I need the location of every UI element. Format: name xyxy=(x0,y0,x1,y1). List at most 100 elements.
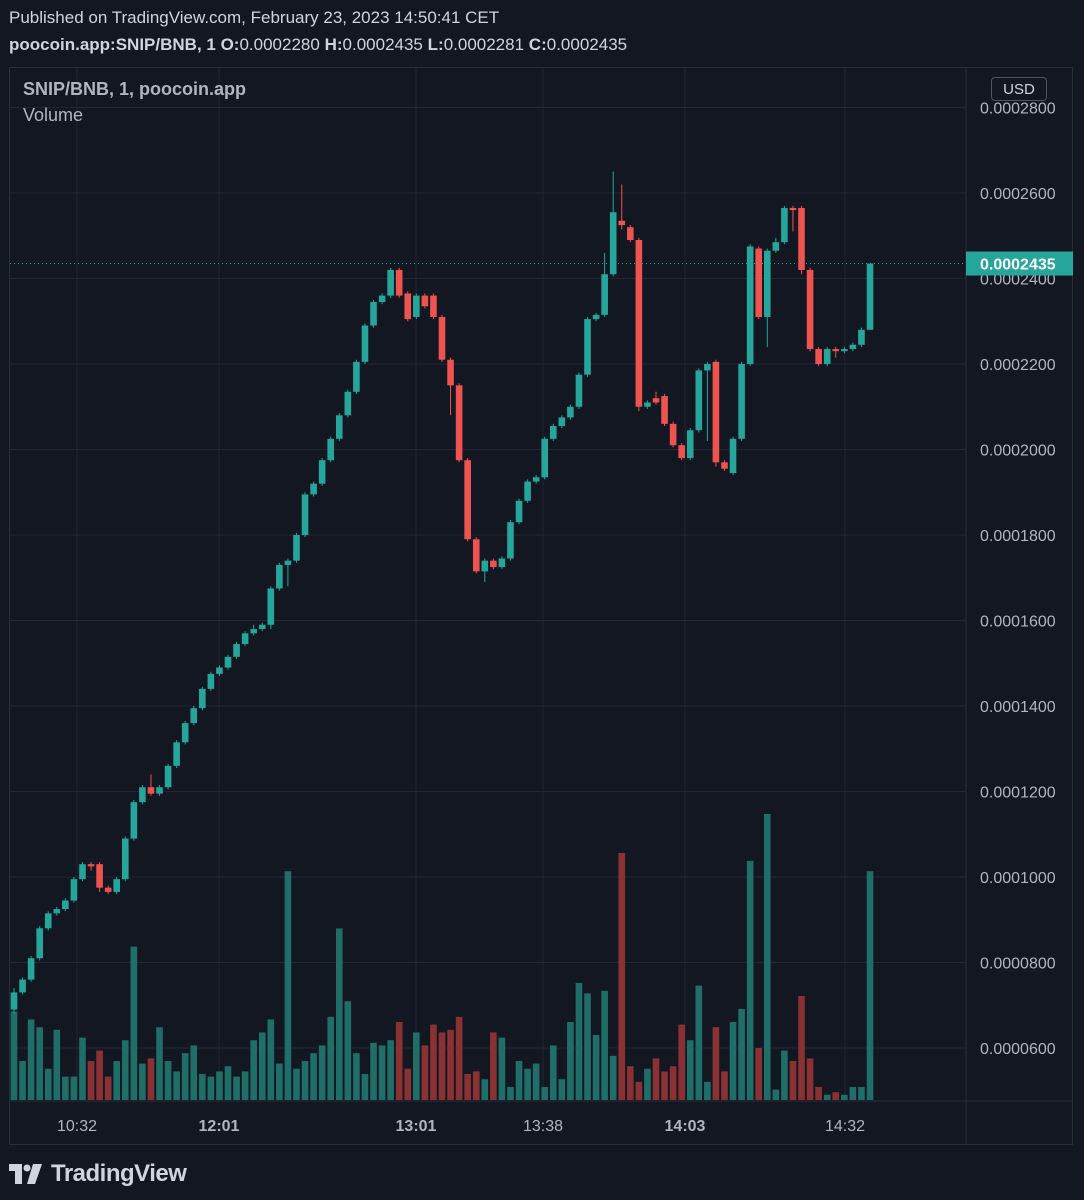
close-label: C: xyxy=(528,35,547,54)
volume-bar xyxy=(669,1066,677,1100)
volume-bar xyxy=(755,1048,763,1100)
last-price-box xyxy=(966,251,1073,276)
tradingview-logo[interactable]: TradingView xyxy=(9,1160,187,1188)
candle-body xyxy=(276,564,283,589)
candle-body xyxy=(567,406,574,418)
volume-bar xyxy=(216,1071,223,1100)
candle-body xyxy=(549,425,557,439)
candle-body xyxy=(250,629,257,634)
volume-bar xyxy=(447,1029,454,1100)
candle-body xyxy=(652,398,660,403)
volume-bar xyxy=(413,1032,420,1100)
candle-body xyxy=(10,992,18,1010)
candle-body xyxy=(524,481,531,501)
volume-bar xyxy=(430,1024,437,1100)
volume-bar xyxy=(156,1027,163,1100)
candle-body xyxy=(199,688,206,709)
volume-bar xyxy=(815,1087,822,1100)
volume-bar xyxy=(695,985,703,1100)
candle-body xyxy=(712,361,720,463)
volume-bar xyxy=(10,1011,18,1100)
candle-body xyxy=(455,385,463,461)
candle-body xyxy=(70,879,78,901)
time-tick-label: 10:32 xyxy=(57,1118,97,1135)
volume-bar xyxy=(481,1079,489,1100)
volume-bar xyxy=(190,1045,198,1100)
volume-bar xyxy=(507,1087,514,1100)
volume-bar xyxy=(301,1061,309,1100)
candle-body xyxy=(113,879,121,892)
candle-body xyxy=(327,438,335,461)
candle-body xyxy=(353,361,360,392)
candle-body xyxy=(849,344,857,350)
volume-bar xyxy=(438,1032,446,1100)
candle-body xyxy=(310,483,317,495)
candle-body xyxy=(584,319,591,375)
volume-bar xyxy=(678,1024,685,1100)
candle-body xyxy=(686,430,694,459)
candle-body xyxy=(695,370,703,431)
candle-body xyxy=(841,349,848,352)
currency-button[interactable]: USD xyxy=(991,77,1047,101)
candle-body xyxy=(678,445,685,459)
candle-body xyxy=(216,667,223,674)
candle-body xyxy=(361,325,369,362)
volume-bar xyxy=(258,1032,266,1100)
volume-bar xyxy=(164,1061,172,1100)
volume-bar xyxy=(318,1045,326,1100)
volume-bar xyxy=(361,1074,369,1100)
candle-body xyxy=(601,274,608,315)
price-tick-label: 0.0001400 xyxy=(980,699,1056,716)
volume-bar xyxy=(772,1089,780,1100)
volume-bar xyxy=(712,1027,720,1100)
chart-frame[interactable] xyxy=(9,67,1073,1145)
price-tick-label: 0.0002400 xyxy=(980,272,1056,289)
volume-bar xyxy=(404,1068,412,1100)
volume-bar xyxy=(284,871,292,1100)
volume-bar xyxy=(353,1053,360,1100)
candle-body xyxy=(789,207,797,211)
volume-bar xyxy=(104,1076,112,1100)
candle-body xyxy=(258,624,266,630)
candle-body xyxy=(558,417,566,426)
volume-bar xyxy=(567,1022,574,1100)
volume-bar xyxy=(498,1037,506,1100)
volume-legend: Volume xyxy=(23,105,84,125)
candle-body xyxy=(207,673,215,689)
volume-bar xyxy=(635,1081,643,1100)
candle-body xyxy=(121,838,129,880)
volume-bar xyxy=(738,1009,745,1100)
volume-bar xyxy=(472,1071,480,1100)
candle-body xyxy=(746,246,754,364)
candle-body xyxy=(413,295,420,317)
candle-body xyxy=(447,359,454,386)
close-value: 0.0002435 xyxy=(546,35,628,54)
candle-body xyxy=(147,787,155,794)
volume-bar xyxy=(199,1074,206,1100)
candle-body xyxy=(464,460,471,540)
volume-bar xyxy=(113,1061,121,1100)
open-value: 0.0002280 xyxy=(239,35,320,54)
candle-body xyxy=(532,477,540,482)
price-tick-label: 0.0001800 xyxy=(980,528,1056,545)
candle-body xyxy=(763,250,771,317)
candle-body xyxy=(669,423,677,446)
price-tick-label: 0.0001000 xyxy=(980,870,1056,887)
candle-body xyxy=(62,900,69,910)
volume-bar xyxy=(849,1087,857,1100)
candle-body xyxy=(378,295,386,303)
tradingview-brand: TradingView xyxy=(51,1160,187,1187)
time-tick-label: 14:32 xyxy=(825,1118,865,1135)
candle-body xyxy=(592,314,600,320)
volume-bar xyxy=(806,1058,814,1100)
candle-body xyxy=(575,374,583,407)
candle-body xyxy=(318,460,326,484)
volume-bar xyxy=(515,1061,523,1100)
candle-body xyxy=(627,227,634,241)
volume-bar xyxy=(609,1055,617,1100)
volume-bar xyxy=(541,1087,549,1100)
time-tick-label: 14:03 xyxy=(665,1118,706,1135)
volume-bar xyxy=(858,1087,865,1100)
price-tick-label: 0.0002600 xyxy=(980,186,1056,203)
